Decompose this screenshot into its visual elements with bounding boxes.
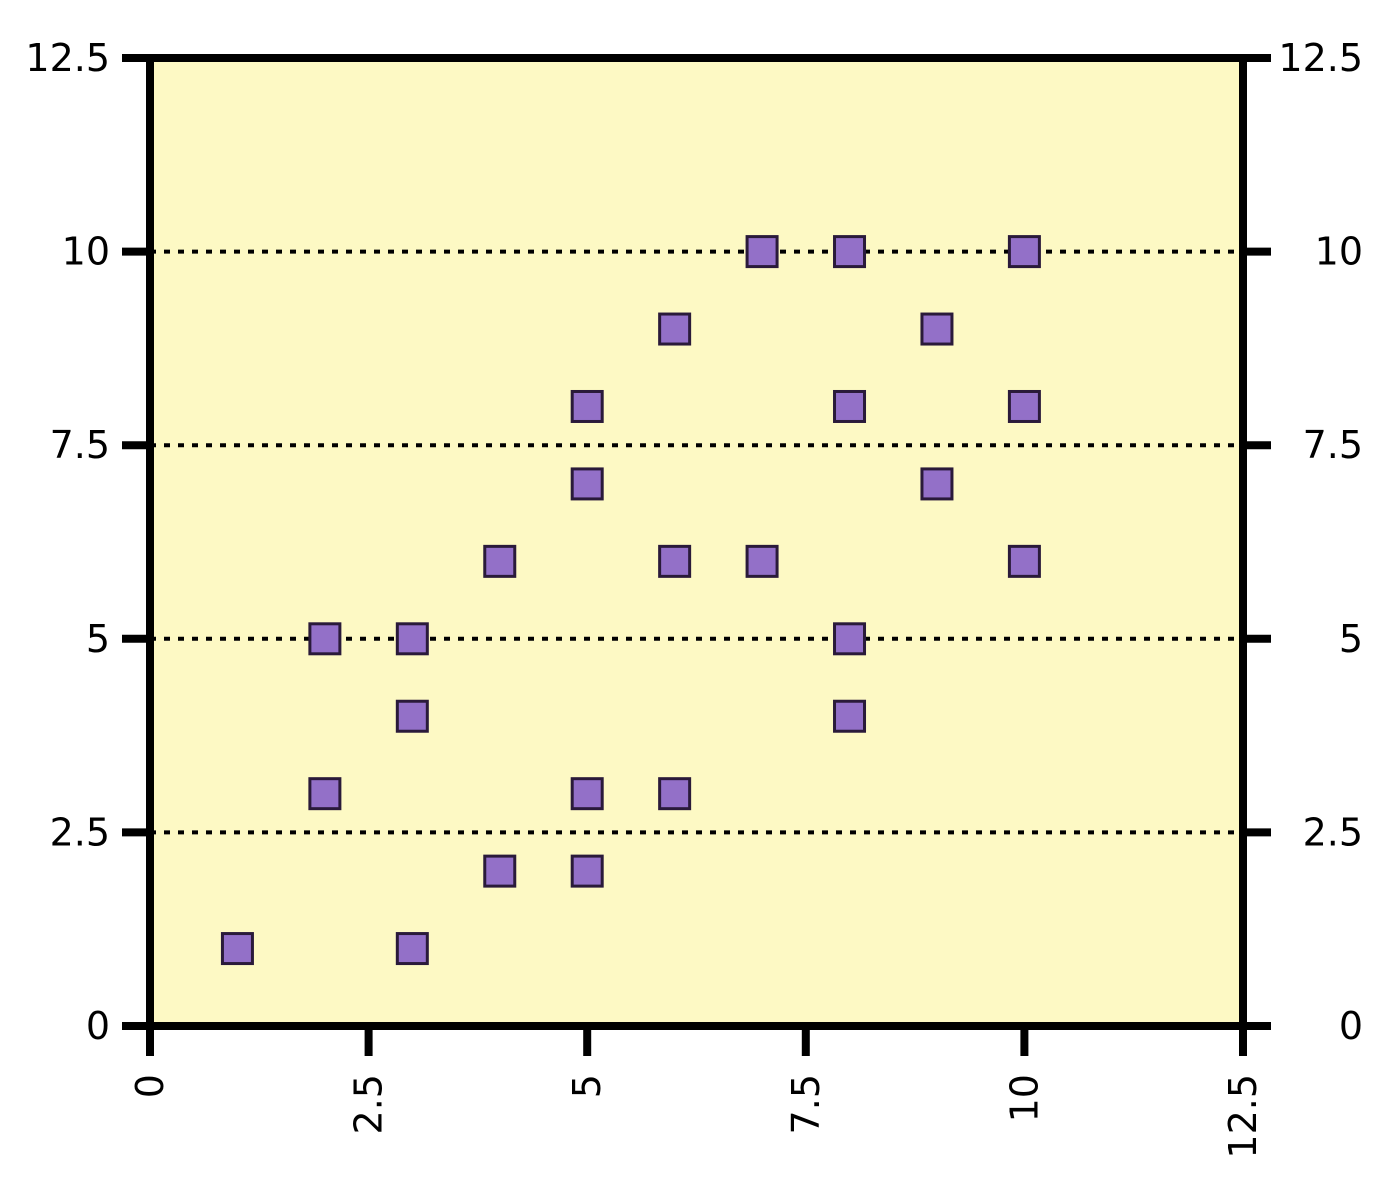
y-tick-label-left: 7.5 [50,423,110,467]
tick-layer [122,54,1271,1056]
x-tick-label: 7.5 [784,1074,828,1134]
data-point [1007,389,1041,423]
data-point [483,854,517,888]
data-point [745,544,779,578]
data-point [1007,544,1041,578]
data-point [833,699,867,733]
data-point [1007,235,1041,269]
y-tick-label-left: 10 [62,230,110,274]
data-point [483,544,517,578]
data-point [570,467,604,501]
data-point [833,235,867,269]
data-point [658,312,692,346]
data-point [833,622,867,656]
data-point [570,389,604,423]
y-tick-label-left: 2.5 [50,810,110,854]
y-tick-label-right: 2.5 [1303,810,1363,854]
x-tick-label: 12.5 [1221,1074,1265,1159]
x-tick-label: 0 [128,1074,172,1098]
x-tick-label: 2.5 [347,1074,391,1134]
y-tick-label-right: 10 [1315,230,1363,274]
plot-background [150,58,1243,1026]
data-point [395,699,429,733]
data-point [395,932,429,966]
data-point [658,544,692,578]
y-tick-label-left: 0 [86,1004,110,1048]
y-tick-label-right: 0 [1339,1004,1363,1048]
y-tick-label-right: 5 [1339,617,1363,661]
data-point [395,622,429,656]
tick-label-layer: 0 0 2.5 2.5 5 5 7.5 7.5 10 10 12.5 12.5 0 2.5 5 7.5 10 12… [25,36,1363,1159]
data-point [658,777,692,811]
y-tick-label-left: 5 [86,617,110,661]
data-point [833,389,867,423]
x-tick-label: 5 [565,1074,609,1098]
data-point [570,854,604,888]
data-point [308,622,342,656]
data-point [308,777,342,811]
point-layer [220,235,1041,966]
y-tick-label-right: 7.5 [1303,423,1363,467]
data-point [220,932,254,966]
y-tick-label-right: 12.5 [1278,36,1363,80]
data-point [920,467,954,501]
y-tick-label-left: 12.5 [25,36,110,80]
data-point [570,777,604,811]
data-point [920,312,954,346]
x-tick-label: 10 [1002,1074,1046,1122]
plot-frame [146,54,1247,1030]
data-point [745,235,779,269]
